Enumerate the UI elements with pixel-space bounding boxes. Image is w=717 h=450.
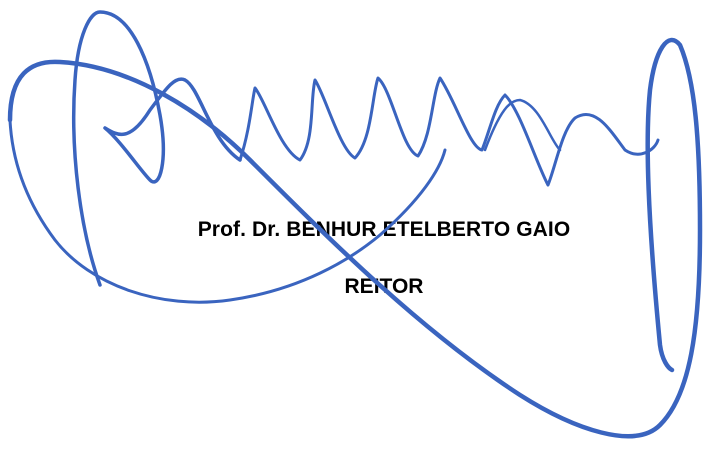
signatory-title: REITOR (344, 275, 424, 298)
signatory-name: Prof. Dr. BENHUR ETELBERTO GAIO (197, 218, 571, 241)
